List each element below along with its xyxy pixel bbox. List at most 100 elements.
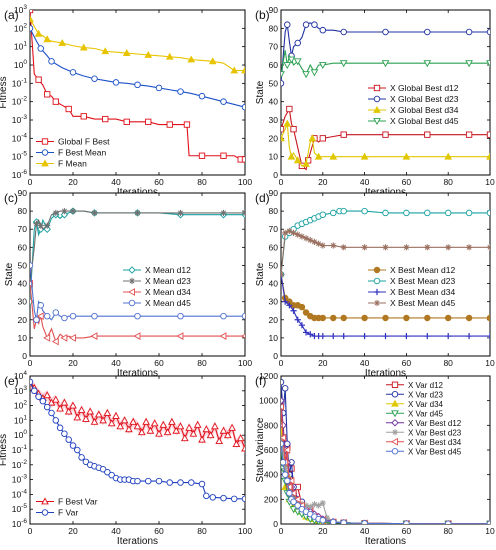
data-point [187, 55, 196, 63]
data-point [287, 152, 296, 160]
y-tick-label: 10-1 [12, 77, 28, 88]
data-point [330, 209, 337, 217]
data-point [122, 49, 131, 57]
data-point [281, 134, 285, 142]
legend-label: X Var Best d23 [408, 428, 462, 437]
data-point [311, 501, 318, 508]
data-point [424, 209, 431, 217]
data-point [340, 244, 347, 251]
y-tick-label: 10-2 [12, 459, 28, 470]
data-point [176, 332, 184, 340]
legend-marker [373, 299, 381, 307]
data-point [69, 442, 77, 449]
data-point [172, 426, 181, 434]
data-point [281, 385, 289, 392]
legend-marker [127, 288, 135, 296]
data-point [133, 422, 142, 430]
data-point [283, 62, 292, 70]
data-point [48, 58, 55, 65]
data-point [187, 479, 195, 486]
data-point [294, 231, 301, 238]
data-point [44, 222, 51, 229]
data-point [281, 271, 285, 278]
data-point [281, 433, 287, 442]
legend-label: X Best Mean d45 [390, 298, 455, 308]
y-tick-label: 70 [269, 224, 279, 234]
data-point [403, 209, 410, 217]
data-point [52, 98, 59, 105]
data-point [402, 152, 411, 160]
x-tick-label: 40 [111, 526, 121, 536]
data-point [37, 222, 44, 229]
data-point [52, 417, 60, 424]
series-line-2 [281, 123, 490, 167]
data-point [86, 407, 95, 415]
data-point [134, 477, 141, 485]
y-tick-label: 800 [264, 420, 278, 430]
data-point [308, 134, 317, 142]
data-point [94, 410, 103, 418]
data-point [80, 113, 87, 120]
x-tick-label: 20 [68, 177, 78, 187]
data-point [52, 309, 60, 316]
data-point [319, 314, 327, 322]
data-point [298, 303, 306, 311]
legend-label: X Global Best d12 [390, 83, 459, 93]
data-point [486, 28, 490, 36]
data-point [465, 209, 473, 217]
panel-a: 0 20 40 60 80 100 10-6 10-5 10-4 10-3 10-2 10-1 100 1… [0, 4, 252, 198]
data-point [120, 416, 129, 424]
legend-label: X Var Best d45 [408, 447, 462, 456]
data-point [155, 84, 163, 92]
y-tick-label: 400 [264, 470, 278, 480]
data-point [330, 332, 337, 340]
x-tick-label: 20 [68, 358, 78, 368]
data-point [211, 422, 219, 430]
x-tick-label: 0 [279, 526, 284, 536]
y-tick-label: 0 [273, 351, 278, 361]
data-point [361, 244, 368, 251]
data-point [39, 397, 47, 405]
y-tick-label: 102 [14, 400, 27, 411]
data-point [137, 428, 146, 436]
panel-tag: (e) [4, 374, 19, 388]
data-point [403, 520, 410, 524]
data-point [145, 118, 152, 125]
y-tick-label: 80 [269, 23, 279, 33]
data-point [281, 459, 287, 466]
data-point [307, 503, 314, 510]
data-point [61, 314, 68, 322]
legend-label: X Var d34 [408, 400, 444, 409]
data-point [202, 425, 211, 433]
x-tick-label: 80 [443, 526, 453, 536]
data-point [424, 131, 431, 138]
y-tick-label: 30 [269, 297, 279, 307]
plot-frame [280, 375, 491, 525]
data-point [302, 235, 310, 242]
legend-label: X Var d12 [408, 381, 444, 390]
data-point [305, 157, 312, 164]
data-point [486, 314, 490, 322]
data-point [37, 302, 45, 309]
plot-frame [29, 375, 246, 525]
data-point [382, 131, 389, 138]
data-point [241, 156, 245, 163]
data-point [142, 417, 150, 425]
y-axis-label: State [255, 262, 266, 286]
data-point [165, 52, 174, 60]
data-point [219, 332, 227, 340]
data-point [52, 209, 59, 217]
data-point [198, 92, 206, 100]
data-point [61, 208, 68, 215]
data-point [189, 429, 198, 437]
y-tick-label: 90 [269, 5, 279, 15]
y-tick-label: 90 [18, 188, 28, 198]
y-tick-label: 50 [269, 78, 279, 88]
x-tick-label: 40 [111, 358, 121, 368]
data-point [69, 312, 77, 320]
x-tick-label: 100 [238, 177, 252, 187]
panel-e: 0 20 40 60 80 100 10-6 10-5 10-4 10-3 10-2 10-1 100 1… [0, 370, 252, 547]
panel-tag: (d) [255, 191, 270, 205]
data-point [281, 71, 285, 79]
